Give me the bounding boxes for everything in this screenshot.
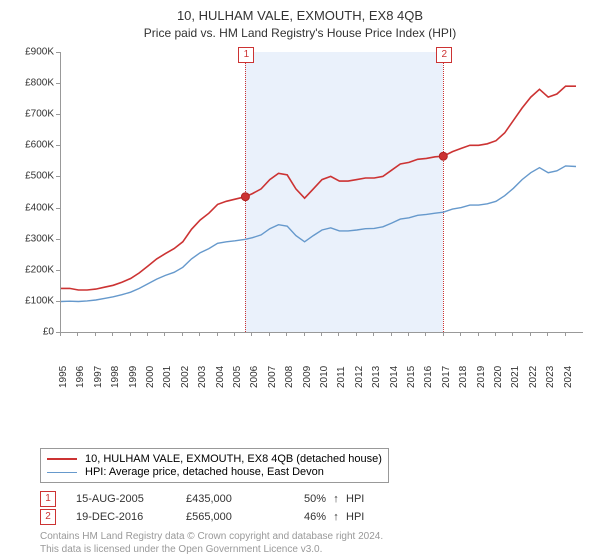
marker-dot-icon (439, 152, 447, 160)
x-axis-label: 1998 (110, 366, 121, 388)
legend-swatch-icon (47, 472, 77, 473)
credit-line-1: Contains HM Land Registry data © Crown c… (40, 530, 588, 543)
event-badge: 1 (40, 491, 56, 507)
arrow-up-icon: ↑ (326, 493, 346, 505)
series-line (61, 86, 576, 290)
x-axis-label: 2024 (563, 366, 574, 388)
marker-dot-icon (241, 193, 249, 201)
x-axis-label: 2001 (162, 366, 173, 388)
y-axis-label: £500K (25, 171, 54, 182)
legend-item: HPI: Average price, detached house, East… (47, 466, 382, 478)
x-axis-label: 1997 (93, 366, 104, 388)
chart-area: £0 £100K £200K £300K £400K £500K £600K £700K £80… (12, 46, 588, 386)
event-pct: 50% (276, 493, 326, 505)
x-axis-label: 2010 (319, 366, 330, 388)
x-axis-label: 1995 (58, 366, 69, 388)
event-price: £435,000 (186, 493, 276, 505)
x-axis-label: 2019 (476, 366, 487, 388)
legend-box: 10, HULHAM VALE, EXMOUTH, EX8 4QB (detac… (40, 448, 389, 483)
x-axis-label: 2006 (249, 366, 260, 388)
marker-badge: 1 (238, 47, 254, 63)
x-axis-label: 2021 (510, 366, 521, 388)
event-row: 1 15-AUG-2005 £435,000 50% ↑ HPI (40, 491, 588, 507)
plot-region: 12 (60, 52, 583, 333)
x-axis-label: 2017 (441, 366, 452, 388)
event-price: £565,000 (186, 511, 276, 523)
series-line (61, 166, 576, 302)
x-axis-label: 2020 (493, 366, 504, 388)
y-axis-label: £800K (25, 78, 54, 89)
x-axis-label: 2014 (389, 366, 400, 388)
x-axis-label: 2007 (267, 366, 278, 388)
y-axis-label: £700K (25, 109, 54, 120)
x-axis-label: 2004 (215, 366, 226, 388)
event-badge: 2 (40, 509, 56, 525)
legend-label: 10, HULHAM VALE, EXMOUTH, EX8 4QB (detac… (85, 453, 382, 465)
credit-line-2: This data is licensed under the Open Gov… (40, 543, 588, 556)
x-axis-label: 2012 (354, 366, 365, 388)
legend-label: HPI: Average price, detached house, East… (85, 466, 324, 478)
line-chart-svg (61, 52, 583, 332)
x-axis-label: 2011 (336, 366, 347, 388)
legend-item: 10, HULHAM VALE, EXMOUTH, EX8 4QB (detac… (47, 453, 382, 465)
x-axis-label: 2002 (180, 366, 191, 388)
x-axis-label: 2022 (528, 366, 539, 388)
y-axis-label: £200K (25, 264, 54, 275)
event-ref: HPI (346, 511, 386, 523)
y-axis-label: £600K (25, 140, 54, 151)
x-axis-label: 2023 (545, 366, 556, 388)
y-axis-label: £300K (25, 233, 54, 244)
x-axis-label: 1999 (128, 366, 139, 388)
marker-badge: 2 (436, 47, 452, 63)
x-axis-label: 2013 (371, 366, 382, 388)
x-axis-label: 2000 (145, 366, 156, 388)
y-axis-label: £100K (25, 295, 54, 306)
event-ref: HPI (346, 493, 386, 505)
legend-swatch-icon (47, 458, 77, 460)
y-axis-label: £900K (25, 47, 54, 58)
x-axis-label: 2015 (406, 366, 417, 388)
arrow-up-icon: ↑ (326, 511, 346, 523)
x-axis-label: 2009 (302, 366, 313, 388)
chart-subtitle: Price paid vs. HM Land Registry's House … (12, 26, 588, 40)
event-date: 19-DEC-2016 (76, 511, 186, 523)
x-axis-label: 1996 (75, 366, 86, 388)
y-axis-label: £0 (43, 327, 54, 338)
x-axis-label: 2018 (458, 366, 469, 388)
y-axis-label: £400K (25, 202, 54, 213)
x-axis-label: 2005 (232, 366, 243, 388)
event-row: 2 19-DEC-2016 £565,000 46% ↑ HPI (40, 509, 588, 525)
chart-title: 10, HULHAM VALE, EXMOUTH, EX8 4QB (12, 8, 588, 23)
event-pct: 46% (276, 511, 326, 523)
event-date: 15-AUG-2005 (76, 493, 186, 505)
x-axis-label: 2003 (197, 366, 208, 388)
x-axis-label: 2008 (284, 366, 295, 388)
x-axis-label: 2016 (423, 366, 434, 388)
event-table: 1 15-AUG-2005 £435,000 50% ↑ HPI 2 19-DE… (40, 491, 588, 525)
